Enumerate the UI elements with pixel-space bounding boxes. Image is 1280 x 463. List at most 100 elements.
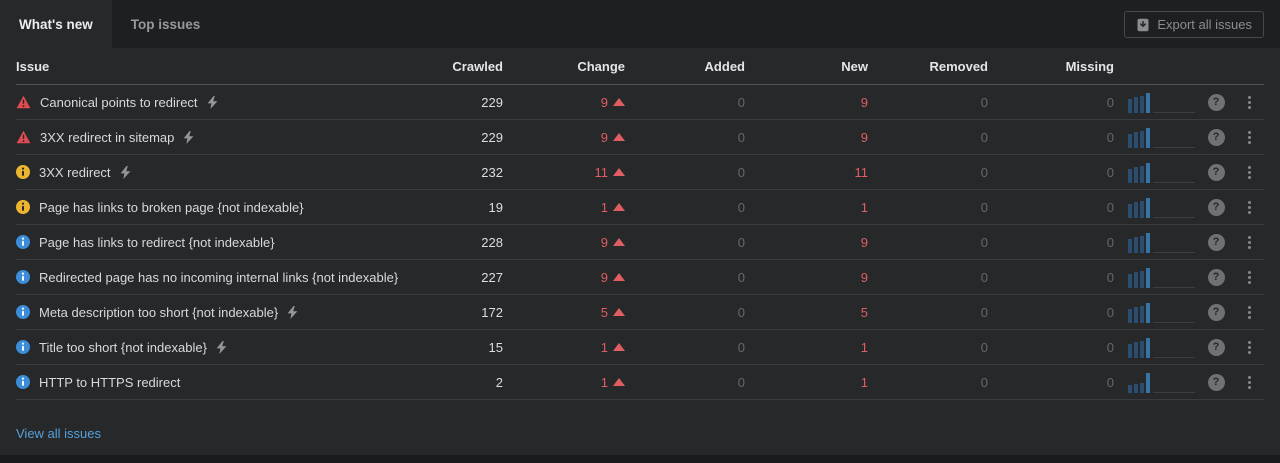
added-value: 0 bbox=[737, 234, 745, 250]
issue-title[interactable]: Redirected page has no incoming internal… bbox=[39, 269, 399, 285]
table-footer: View all issues bbox=[0, 414, 1280, 455]
column-header-change: Change bbox=[577, 58, 625, 74]
issue-title[interactable]: 3XX redirect in sitemap bbox=[40, 129, 175, 145]
issue-title[interactable]: Title too short {not indexable} bbox=[39, 339, 207, 355]
removed-value: 0 bbox=[980, 304, 988, 320]
column-header-issue: Issue bbox=[16, 58, 50, 74]
row-menu-kebab-icon[interactable] bbox=[1234, 95, 1264, 109]
help-icon[interactable]: ? bbox=[1207, 128, 1225, 146]
help-icon[interactable]: ? bbox=[1207, 93, 1225, 111]
crawled-value: 228 bbox=[481, 234, 503, 250]
issue-row[interactable]: HTTP to HTTPS redirect 2 1 0 1 0 0 ? bbox=[16, 365, 1264, 400]
issue-row[interactable]: Page has links to redirect {not indexabl… bbox=[16, 225, 1264, 260]
row-menu-kebab-icon[interactable] bbox=[1234, 200, 1264, 214]
issue-row[interactable]: 3XX redirect in sitemap 229 9 0 9 0 0 ? bbox=[16, 120, 1264, 155]
trend-sparkline bbox=[1114, 336, 1198, 358]
row-menu-kebab-icon[interactable] bbox=[1234, 235, 1264, 249]
crawled-value: 19 bbox=[488, 199, 503, 215]
new-value: 9 bbox=[860, 94, 868, 110]
help-icon[interactable]: ? bbox=[1207, 338, 1225, 356]
help-icon[interactable]: ? bbox=[1207, 268, 1225, 286]
change-cell: 1 bbox=[503, 375, 625, 390]
row-menu-kebab-icon[interactable] bbox=[1234, 340, 1264, 354]
help-icon[interactable]: ? bbox=[1207, 163, 1225, 181]
issues-table: Issue Crawled Change Added New Removed M… bbox=[0, 48, 1280, 414]
help-icon[interactable]: ? bbox=[1207, 198, 1225, 216]
help-icon[interactable]: ? bbox=[1207, 303, 1225, 321]
row-menu-kebab-icon[interactable] bbox=[1234, 165, 1264, 179]
warning-info-icon bbox=[16, 200, 30, 214]
trend-up-arrow-icon bbox=[613, 238, 625, 246]
crawled-value: 232 bbox=[481, 164, 503, 180]
new-value: 9 bbox=[860, 234, 868, 250]
change-value: 9 bbox=[600, 234, 608, 250]
issue-row[interactable]: 3XX redirect 232 11 0 11 0 0 ? bbox=[16, 155, 1264, 190]
change-value: 9 bbox=[600, 129, 608, 145]
change-value: 11 bbox=[594, 164, 609, 180]
row-menu-kebab-icon[interactable] bbox=[1234, 270, 1264, 284]
trend-sparkline bbox=[1114, 91, 1198, 113]
change-cell: 9 bbox=[503, 130, 625, 145]
missing-value: 0 bbox=[1106, 304, 1114, 320]
issue-row[interactable]: Canonical points to redirect 229 9 0 9 0… bbox=[16, 85, 1264, 120]
info-circle-icon bbox=[16, 375, 30, 389]
change-value: 9 bbox=[600, 94, 608, 110]
new-value: 1 bbox=[860, 199, 868, 215]
trend-sparkline bbox=[1114, 126, 1198, 148]
issue-title[interactable]: Page has links to broken page {not index… bbox=[39, 199, 304, 215]
column-header-new: New bbox=[841, 58, 868, 74]
issue-title[interactable]: HTTP to HTTPS redirect bbox=[39, 374, 181, 390]
removed-value: 0 bbox=[980, 94, 988, 110]
info-circle-icon bbox=[16, 235, 30, 249]
crawled-value: 15 bbox=[488, 339, 503, 355]
trend-up-arrow-icon bbox=[613, 98, 625, 106]
change-value: 9 bbox=[600, 269, 608, 285]
missing-value: 0 bbox=[1106, 339, 1114, 355]
removed-value: 0 bbox=[980, 339, 988, 355]
issue-title[interactable]: Canonical points to redirect bbox=[40, 94, 198, 110]
added-value: 0 bbox=[737, 339, 745, 355]
removed-value: 0 bbox=[980, 234, 988, 250]
row-menu-kebab-icon[interactable] bbox=[1234, 130, 1264, 144]
removed-value: 0 bbox=[980, 164, 988, 180]
tab-whats-new-label: What's new bbox=[19, 16, 93, 32]
issue-title[interactable]: Meta description too short {not indexabl… bbox=[39, 304, 279, 320]
row-menu-kebab-icon[interactable] bbox=[1234, 375, 1264, 389]
trend-up-arrow-icon bbox=[613, 308, 625, 316]
issue-row[interactable]: Redirected page has no incoming internal… bbox=[16, 260, 1264, 295]
missing-value: 0 bbox=[1106, 234, 1114, 250]
missing-value: 0 bbox=[1106, 129, 1114, 145]
removed-value: 0 bbox=[980, 129, 988, 145]
trend-up-arrow-icon bbox=[613, 378, 625, 386]
info-circle-icon bbox=[16, 305, 30, 319]
row-menu-kebab-icon[interactable] bbox=[1234, 305, 1264, 319]
tab-top-issues-label: Top issues bbox=[130, 16, 201, 32]
trend-sparkline bbox=[1114, 266, 1198, 288]
help-icon[interactable]: ? bbox=[1207, 373, 1225, 391]
removed-value: 0 bbox=[980, 269, 988, 285]
crawled-value: 227 bbox=[481, 269, 503, 285]
issue-title[interactable]: Page has links to redirect {not indexabl… bbox=[39, 234, 275, 250]
fixable-bolt-icon bbox=[207, 95, 218, 109]
issue-title[interactable]: 3XX redirect bbox=[39, 164, 111, 180]
trend-sparkline bbox=[1114, 196, 1198, 218]
view-all-issues-link[interactable]: View all issues bbox=[16, 426, 102, 441]
issue-row[interactable]: Meta description too short {not indexabl… bbox=[16, 295, 1264, 330]
tab-whats-new[interactable]: What's new bbox=[0, 0, 112, 48]
new-value: 11 bbox=[854, 164, 869, 180]
help-icon[interactable]: ? bbox=[1207, 233, 1225, 251]
trend-sparkline bbox=[1114, 301, 1198, 323]
export-all-issues-button[interactable]: Export all issues bbox=[1124, 11, 1264, 38]
new-value: 9 bbox=[860, 269, 868, 285]
change-cell: 9 bbox=[503, 270, 625, 285]
change-value: 1 bbox=[600, 374, 608, 390]
issue-row[interactable]: Title too short {not indexable} 15 1 0 1… bbox=[16, 330, 1264, 365]
column-header-missing: Missing bbox=[1065, 58, 1114, 74]
added-value: 0 bbox=[737, 94, 745, 110]
issue-row[interactable]: Page has links to broken page {not index… bbox=[16, 190, 1264, 225]
new-value: 5 bbox=[860, 304, 868, 320]
missing-value: 0 bbox=[1106, 269, 1114, 285]
trend-up-arrow-icon bbox=[613, 343, 625, 351]
tab-top-issues[interactable]: Top issues bbox=[112, 0, 220, 48]
change-value: 1 bbox=[600, 339, 608, 355]
